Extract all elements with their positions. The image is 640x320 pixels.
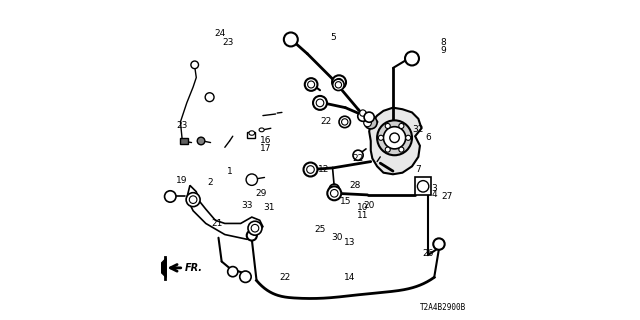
- Text: 22: 22: [353, 154, 364, 163]
- Polygon shape: [187, 185, 263, 239]
- Text: 2: 2: [208, 178, 213, 187]
- Circle shape: [433, 238, 445, 250]
- Text: 27: 27: [441, 192, 452, 201]
- Text: 22: 22: [280, 273, 291, 282]
- Circle shape: [390, 133, 399, 142]
- Text: 5: 5: [330, 33, 335, 42]
- Circle shape: [240, 271, 251, 283]
- Circle shape: [186, 193, 200, 207]
- Circle shape: [342, 119, 348, 125]
- Circle shape: [360, 110, 366, 116]
- Circle shape: [399, 147, 404, 152]
- Bar: [180, 138, 188, 144]
- Circle shape: [313, 96, 327, 110]
- Text: 19: 19: [176, 176, 188, 185]
- Circle shape: [405, 52, 419, 66]
- Circle shape: [335, 82, 342, 88]
- Circle shape: [316, 99, 324, 107]
- Circle shape: [205, 93, 214, 102]
- Circle shape: [378, 135, 383, 140]
- Text: 25: 25: [314, 225, 326, 234]
- Circle shape: [364, 116, 377, 129]
- Text: 10: 10: [357, 203, 369, 212]
- Text: 11: 11: [357, 211, 369, 220]
- Circle shape: [364, 112, 374, 122]
- Circle shape: [406, 135, 411, 140]
- Text: 14: 14: [344, 273, 356, 282]
- Circle shape: [189, 196, 197, 204]
- Text: 17: 17: [260, 144, 272, 153]
- Circle shape: [399, 124, 404, 129]
- Text: 7: 7: [415, 165, 421, 174]
- Text: 31: 31: [264, 203, 275, 212]
- Text: 1: 1: [227, 167, 232, 176]
- Text: 30: 30: [332, 233, 343, 242]
- Text: FR.: FR.: [185, 263, 203, 273]
- Circle shape: [417, 180, 429, 192]
- Circle shape: [228, 267, 238, 277]
- Text: 33: 33: [241, 202, 253, 211]
- Circle shape: [377, 120, 412, 155]
- Circle shape: [284, 32, 298, 46]
- Text: 16: 16: [260, 136, 272, 146]
- Text: T2A4B2900B: T2A4B2900B: [420, 303, 466, 312]
- Text: 32: 32: [413, 125, 424, 134]
- Text: 21: 21: [211, 219, 223, 228]
- Circle shape: [364, 119, 371, 127]
- Circle shape: [197, 137, 205, 145]
- Polygon shape: [369, 108, 422, 174]
- Text: 22: 22: [321, 117, 332, 126]
- Circle shape: [332, 75, 346, 89]
- Circle shape: [191, 61, 198, 69]
- Text: 12: 12: [317, 165, 329, 174]
- Circle shape: [307, 166, 314, 173]
- Text: 15: 15: [340, 197, 351, 206]
- Circle shape: [305, 78, 317, 91]
- Text: 28: 28: [349, 181, 360, 190]
- Circle shape: [248, 221, 262, 235]
- Circle shape: [330, 189, 338, 197]
- Text: 8: 8: [441, 38, 447, 47]
- Bar: [415, 178, 431, 195]
- Circle shape: [308, 81, 315, 88]
- Polygon shape: [157, 258, 166, 277]
- Text: 26: 26: [422, 249, 433, 258]
- Bar: [247, 132, 255, 138]
- Text: 29: 29: [255, 189, 267, 198]
- Ellipse shape: [259, 128, 264, 132]
- Text: 13: 13: [344, 238, 356, 247]
- Text: 4: 4: [431, 190, 437, 199]
- Circle shape: [383, 127, 406, 149]
- Ellipse shape: [249, 131, 255, 135]
- Circle shape: [353, 150, 363, 160]
- Text: 24: 24: [214, 28, 226, 38]
- Text: 9: 9: [441, 46, 447, 55]
- Circle shape: [246, 174, 257, 185]
- Text: 23: 23: [222, 38, 234, 47]
- Text: 23: 23: [177, 121, 188, 130]
- Text: 20: 20: [364, 202, 375, 211]
- Circle shape: [327, 186, 341, 200]
- Circle shape: [333, 79, 344, 91]
- Text: 6: 6: [425, 133, 431, 142]
- Circle shape: [339, 116, 351, 128]
- Circle shape: [251, 224, 259, 232]
- Text: 3: 3: [431, 184, 437, 193]
- Circle shape: [385, 124, 390, 129]
- Circle shape: [164, 191, 176, 202]
- Circle shape: [247, 230, 257, 241]
- Circle shape: [358, 111, 368, 121]
- Circle shape: [385, 147, 390, 152]
- Circle shape: [329, 184, 339, 194]
- Circle shape: [303, 163, 317, 177]
- Circle shape: [335, 78, 343, 86]
